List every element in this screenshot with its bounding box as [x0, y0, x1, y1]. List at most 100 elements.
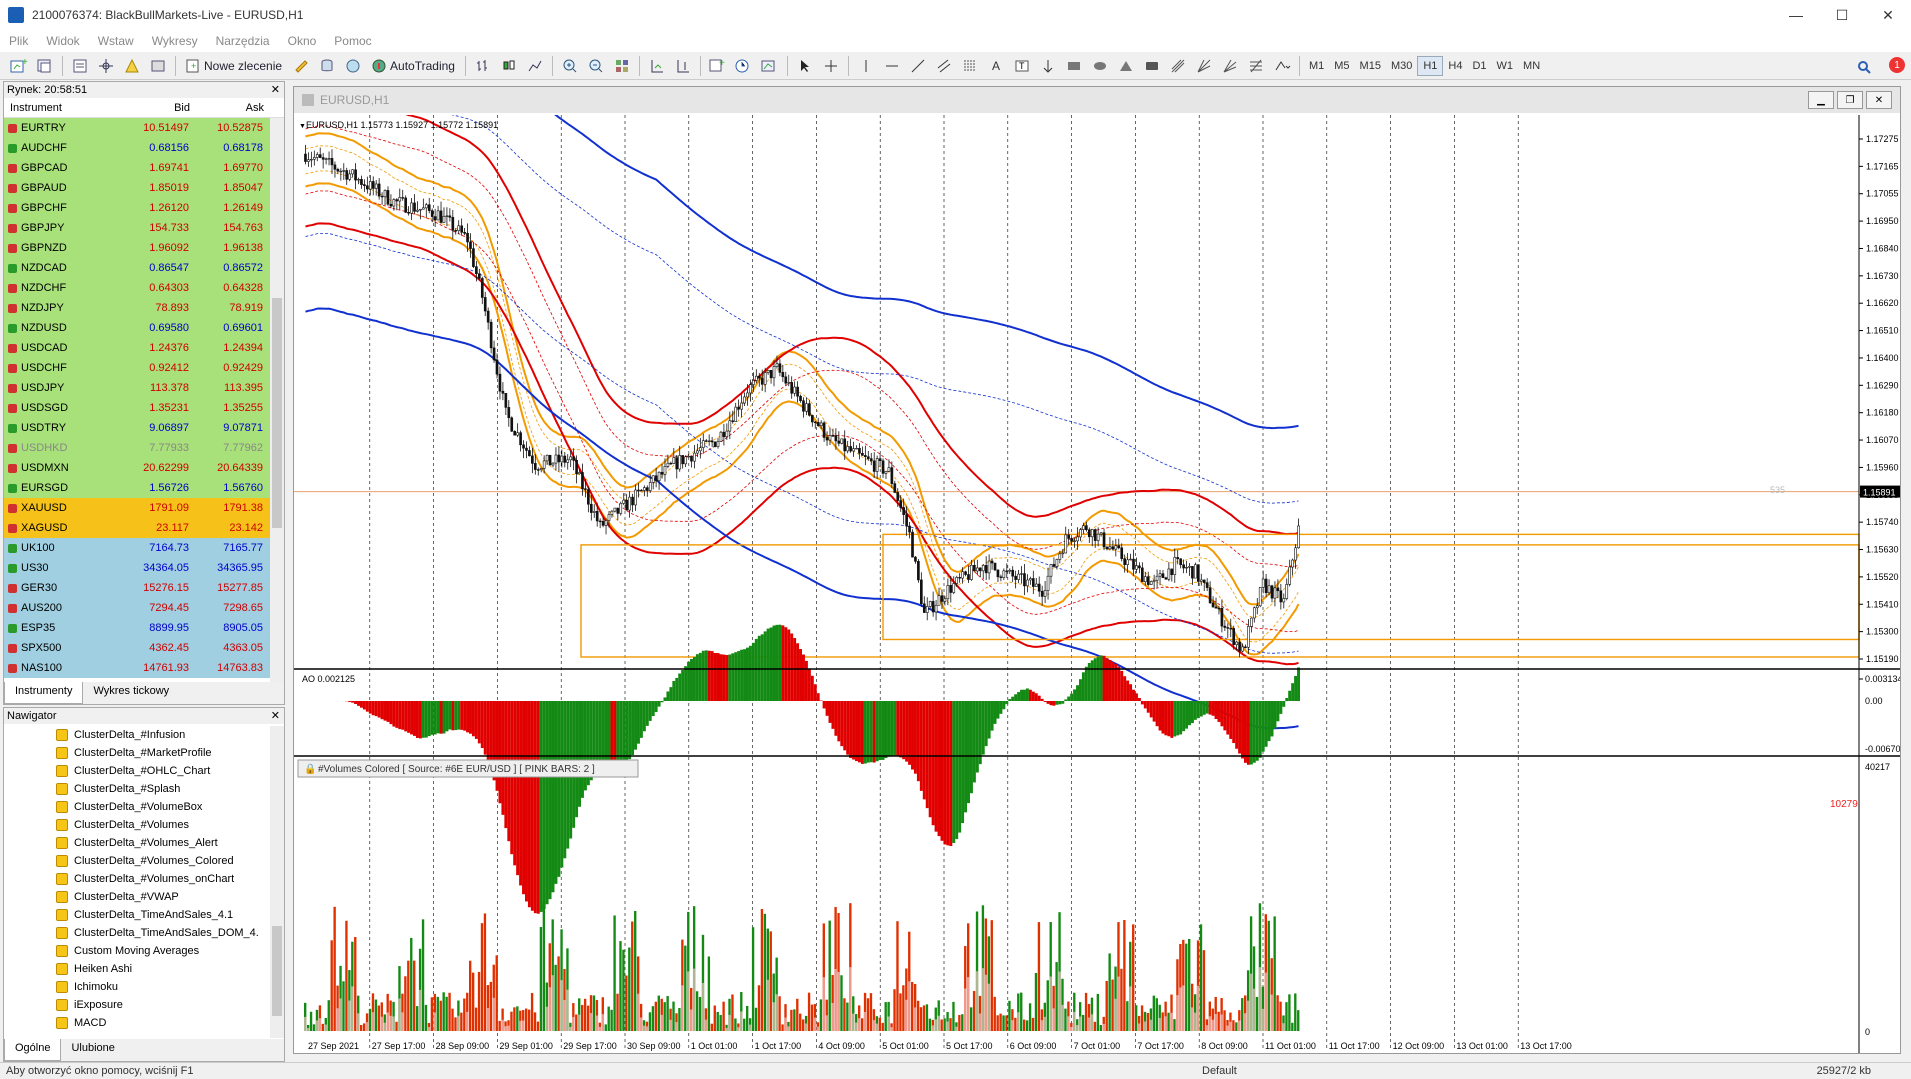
- tab-instrumenty[interactable]: Instrumenty: [4, 682, 84, 704]
- rectangle-icon[interactable]: [1063, 55, 1085, 77]
- market-watch-row[interactable]: USDJPY 113.378 113.395: [4, 378, 284, 398]
- menu-okno[interactable]: Okno: [287, 34, 317, 48]
- navigator-item[interactable]: ClusterDelta_#Volumes_onChart: [4, 870, 270, 888]
- menu-plik[interactable]: Plik: [9, 34, 29, 48]
- indicators-icon[interactable]: +: [707, 55, 729, 77]
- market-watch-row[interactable]: ESP35 8899.95 8905.05: [4, 618, 284, 638]
- timeframe-d1[interactable]: D1: [1472, 59, 1487, 72]
- chart-close-icon[interactable]: ✕: [1866, 91, 1892, 109]
- column-bid[interactable]: Bid: [174, 101, 190, 114]
- market-watch-row[interactable]: USDCAD 1.24376 1.24394: [4, 338, 284, 358]
- new-chart-icon[interactable]: +: [8, 55, 30, 77]
- navigator-item[interactable]: Custom Moving Averages: [4, 942, 270, 960]
- timeframe-m30[interactable]: M30: [1390, 59, 1413, 72]
- pitchfork-icon[interactable]: [1167, 55, 1189, 77]
- navigator-item[interactable]: MACD: [4, 1014, 270, 1032]
- market-watch-row[interactable]: GBPCAD 1.69741 1.69770: [4, 158, 284, 178]
- navigator-item[interactable]: Heiken Ashi: [4, 960, 270, 978]
- menu-narzedzia[interactable]: Narzędzia: [215, 34, 270, 48]
- data-window-icon[interactable]: [95, 55, 117, 77]
- tab-ulubione[interactable]: Ulubione: [71, 1042, 115, 1054]
- market-watch-row[interactable]: USDCHF 0.92412 0.92429: [4, 358, 284, 378]
- tile-windows-icon[interactable]: [611, 55, 633, 77]
- notification-badge[interactable]: 1: [1889, 57, 1905, 73]
- more-tools-icon[interactable]: [1271, 55, 1293, 77]
- triangle-icon[interactable]: [1115, 55, 1137, 77]
- timeframe-h1[interactable]: H1: [1417, 55, 1444, 76]
- navigator-item[interactable]: ClusterDelta_#OHLC_Chart: [4, 762, 270, 780]
- navigator-item[interactable]: iExposure: [4, 996, 270, 1014]
- candlestick-icon[interactable]: [498, 55, 520, 77]
- timeframe-m1[interactable]: M1: [1308, 59, 1325, 72]
- navigator-scrollbar[interactable]: [270, 726, 284, 1038]
- navigator-item[interactable]: ClusterDelta_#MarketProfile: [4, 744, 270, 762]
- market-watch-icon[interactable]: [69, 55, 91, 77]
- tab-wykres-tickowy[interactable]: Wykres tickowy: [93, 685, 170, 697]
- bar-chart-icon[interactable]: [472, 55, 494, 77]
- market-watch-row[interactable]: GBPAUD 1.85019 1.85047: [4, 178, 284, 198]
- fibo-icon[interactable]: [959, 55, 981, 77]
- chart-dropdown-icon[interactable]: ▼: [299, 123, 306, 130]
- market-watch-row[interactable]: GER30 15276.15 15277.85: [4, 578, 284, 598]
- market-watch-row[interactable]: XAUUSD 1791.09 1791.38: [4, 498, 284, 518]
- fibo-fan-icon[interactable]: [1219, 55, 1241, 77]
- timeframe-m15[interactable]: M15: [1359, 59, 1381, 72]
- tab-ogolne[interactable]: Ogólne: [4, 1039, 62, 1061]
- navigator-item[interactable]: ClusterDelta_TimeAndSales_DOM_4.: [4, 924, 270, 942]
- navigator-item[interactable]: ClusterDelta_#Volumes_Colored: [4, 852, 270, 870]
- navigator-icon[interactable]: [121, 55, 143, 77]
- crosshair-icon[interactable]: [820, 55, 842, 77]
- market-watch-row[interactable]: NZDJPY 78.893 78.919: [4, 298, 284, 318]
- close-icon[interactable]: ✕: [270, 710, 280, 722]
- fibo-channel-icon[interactable]: [1245, 55, 1267, 77]
- navigator-item[interactable]: ClusterDelta_#Volumes: [4, 816, 270, 834]
- terminal-icon[interactable]: [147, 55, 169, 77]
- navigator-item[interactable]: ClusterDelta_#Volumes_Alert: [4, 834, 270, 852]
- timeframe-h4[interactable]: H4: [1448, 59, 1463, 72]
- search-icon[interactable]: [1853, 56, 1875, 78]
- channel-icon[interactable]: [933, 55, 955, 77]
- market-watch-row[interactable]: EURSGD 1.56726 1.56760: [4, 478, 284, 498]
- market-watch-row[interactable]: USDMXN 20.62299 20.64339: [4, 458, 284, 478]
- database-icon[interactable]: [316, 55, 338, 77]
- navigator-item[interactable]: ClusterDelta_#Infusion: [4, 726, 270, 744]
- horizontal-line-icon[interactable]: [881, 55, 903, 77]
- menu-widok[interactable]: Widok: [46, 34, 80, 48]
- market-watch-row[interactable]: GBPJPY 154.733 154.763: [4, 218, 284, 238]
- navigator-item[interactable]: ClusterDelta_#VWAP: [4, 888, 270, 906]
- text-icon[interactable]: A: [991, 58, 1000, 73]
- navigator-item[interactable]: ClusterDelta_#Splash: [4, 780, 270, 798]
- ellipse-icon[interactable]: [1089, 55, 1111, 77]
- navigator-item[interactable]: ClusterDelta_TimeAndSales_4.1: [4, 906, 270, 924]
- periods-icon[interactable]: [733, 55, 755, 77]
- filled-rect-icon[interactable]: [1141, 55, 1163, 77]
- arrows-icon[interactable]: [1037, 55, 1059, 77]
- new-order-button[interactable]: + Nowe zlecenie: [182, 55, 286, 77]
- menu-pomoc[interactable]: Pomoc: [334, 34, 372, 48]
- profiles-icon[interactable]: [34, 55, 56, 77]
- market-watch-row[interactable]: GBPCHF 1.26120 1.26149: [4, 198, 284, 218]
- timeframe-m5[interactable]: M5: [1334, 59, 1350, 72]
- timeframe-w1[interactable]: W1: [1496, 59, 1514, 72]
- autoscroll-icon[interactable]: [646, 55, 668, 77]
- menu-wykresy[interactable]: Wykresy: [151, 34, 198, 48]
- chart-restore-icon[interactable]: ❐: [1837, 91, 1863, 109]
- market-watch-row[interactable]: NZDCHF 0.64303 0.64328: [4, 278, 284, 298]
- market-watch-row[interactable]: US30 34364.05 34365.95: [4, 558, 284, 578]
- close-icon[interactable]: ✕: [270, 84, 280, 96]
- market-watch-row[interactable]: AUS200 7294.45 7298.65: [4, 598, 284, 618]
- zoom-out-icon[interactable]: [585, 55, 607, 77]
- line-chart-icon[interactable]: [524, 55, 546, 77]
- timeframe-mn[interactable]: MN: [1523, 59, 1541, 72]
- market-watch-row[interactable]: XAGUSD 23.117 23.142: [4, 518, 284, 538]
- minimize-icon[interactable]: —: [1789, 7, 1803, 23]
- text-label-icon[interactable]: T: [1011, 55, 1033, 77]
- cursor-icon[interactable]: [794, 55, 816, 77]
- trendline-icon[interactable]: [907, 55, 929, 77]
- zoom-in-icon[interactable]: [559, 55, 581, 77]
- autotrading-button[interactable]: AutoTrading: [368, 55, 459, 77]
- market-watch-row[interactable]: UK100 7164.73 7165.77: [4, 538, 284, 558]
- templates-icon[interactable]: [759, 55, 781, 77]
- market-watch-row[interactable]: EURTRY 10.51497 10.52875: [4, 118, 284, 138]
- metaeditor-icon[interactable]: [290, 55, 312, 77]
